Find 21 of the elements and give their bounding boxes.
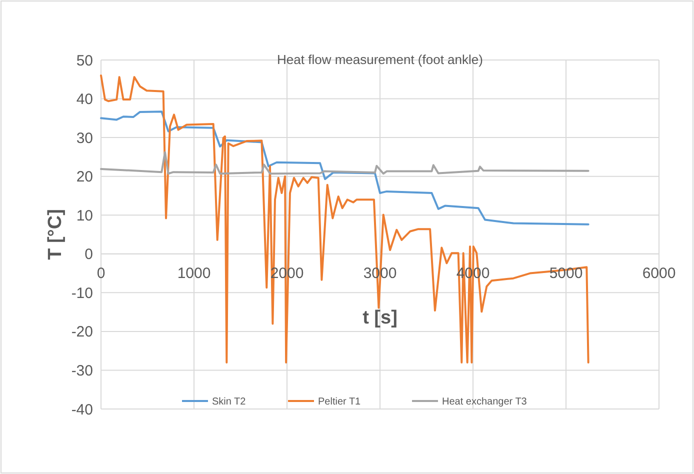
legend-label: Peltier T1: [318, 396, 362, 408]
y-tick-label: 50: [76, 52, 93, 70]
chart-title: Heat flow measurement (foot ankle): [277, 52, 483, 67]
y-tick-label: 30: [76, 130, 93, 147]
y-tick-label: -30: [71, 362, 93, 380]
x-tick-label: 0: [96, 264, 106, 282]
x-axis-title: t [s]: [362, 308, 398, 329]
y-axis-title: T [°C]: [45, 209, 66, 260]
y-tick-label: 0: [84, 246, 93, 264]
y-tick-label: 10: [76, 207, 93, 224]
y-tick-label: 20: [76, 168, 93, 186]
x-tick-label: 6000: [642, 264, 676, 282]
line-series: [100, 110, 590, 226]
y-tick-label: -20: [71, 324, 93, 341]
y-tick-label: -10: [71, 284, 93, 302]
y-tick-label: -40: [71, 401, 93, 418]
legend-label: Heat exchanger T3: [442, 396, 528, 408]
y-tick-label: 40: [76, 91, 93, 108]
legend-label: Skin T2: [212, 396, 246, 408]
line-series: [100, 151, 590, 175]
x-tick-label: 1000: [177, 264, 211, 282]
